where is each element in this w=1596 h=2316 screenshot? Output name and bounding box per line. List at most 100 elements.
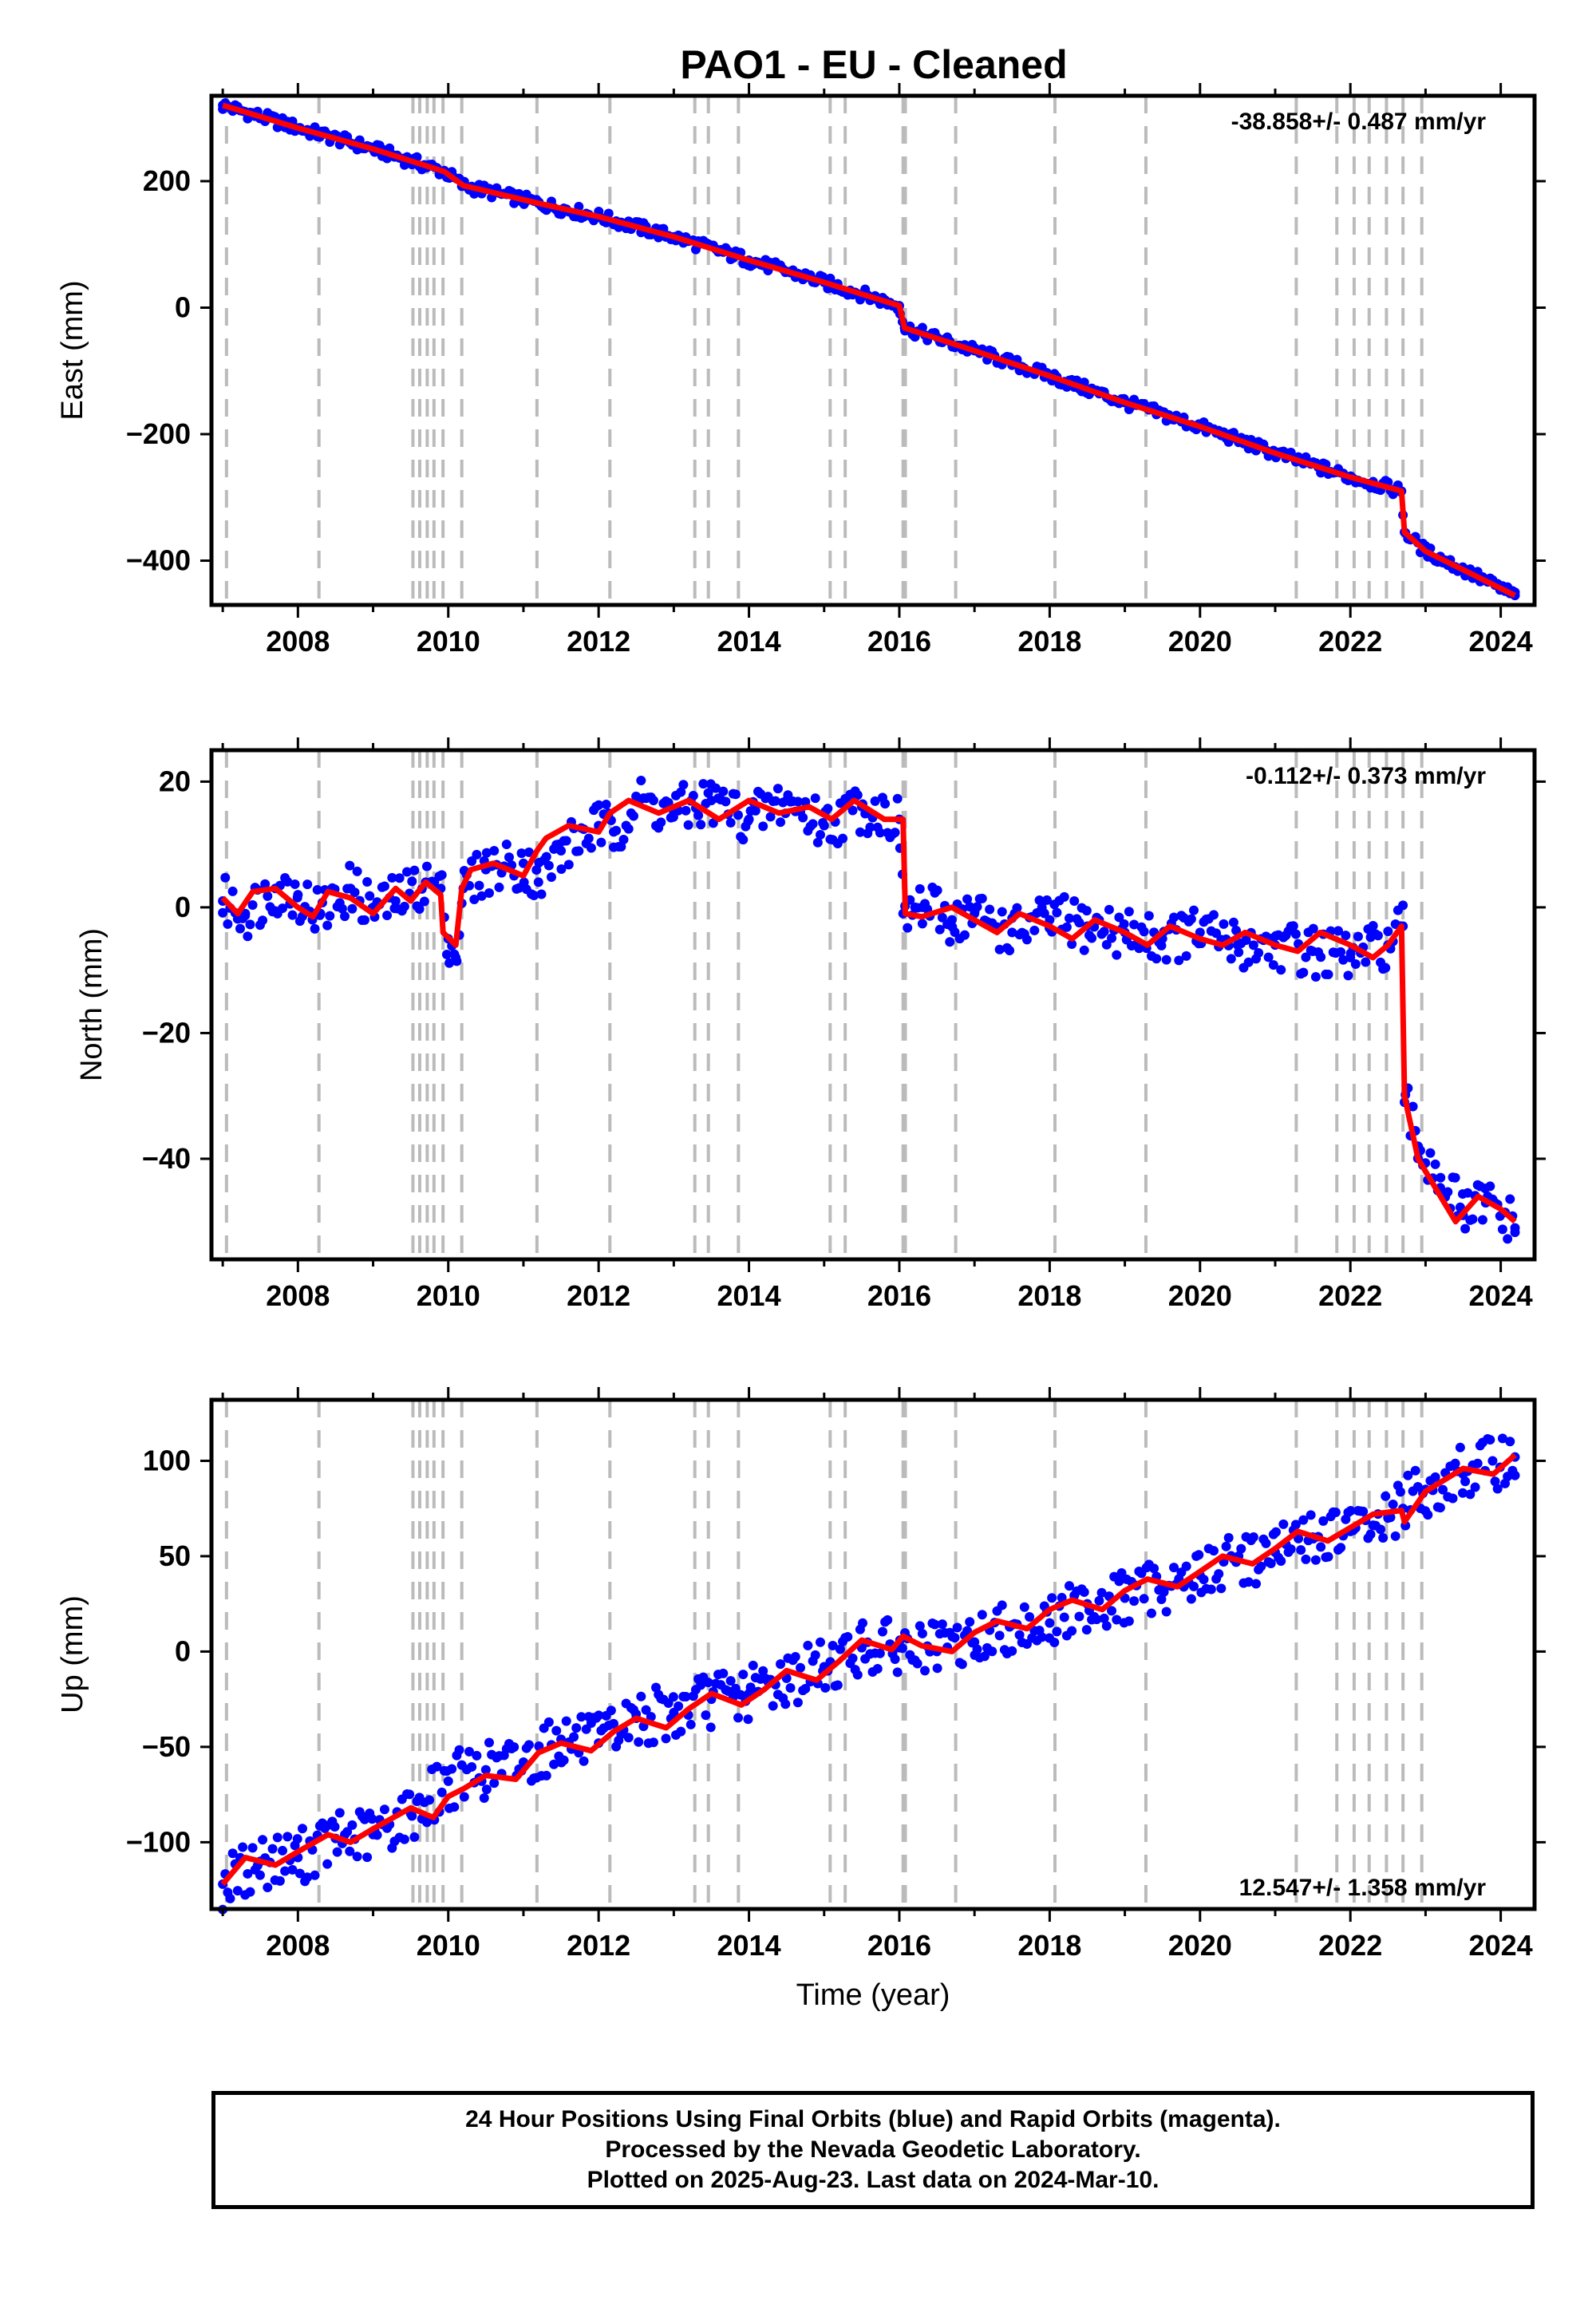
north-data-point [823,804,833,814]
north-data-point [917,919,927,929]
north-data-point [407,876,417,887]
north-data-point [467,856,477,867]
north-data-point [1254,948,1264,958]
up-data-point [1112,1614,1122,1625]
up-x-tick-label: 2014 [717,1929,781,1962]
up-data-point [917,1628,927,1638]
up-data-point [1278,1519,1289,1529]
north-data-point [340,911,350,922]
up-data-point [278,1845,288,1856]
east-axes: −400 −200 0 200 2008 2010 2012 2014 2016 2018 2020… [126,83,1546,658]
north-data-point [1144,911,1154,921]
north-data-point [698,779,709,789]
up-data-point [258,1835,268,1845]
up-data-point [792,1697,803,1708]
up-series [218,1433,1520,1915]
up-data-point [1064,1581,1074,1591]
up-data-point [796,1662,806,1673]
up-data-point [608,1718,618,1729]
north-data-point [865,822,875,832]
north-data-point [409,865,420,875]
up-data-point [820,1682,831,1693]
up-data-point [1470,1482,1480,1492]
north-data-point [772,784,783,794]
up-data-point [1298,1515,1309,1525]
north-data-point [543,860,554,871]
east-x-tick-label: 2022 [1318,625,1382,658]
up-data-point [1455,1442,1465,1452]
up-data-point [467,1761,477,1772]
up-data-point [247,1843,258,1853]
east-y-tick-label: −200 [126,417,191,450]
up-data-point [965,1617,975,1627]
north-data-point [1104,904,1114,915]
north-data-point [1029,925,1040,935]
north-data-point [347,903,358,914]
up-data-point [832,1680,843,1690]
north-data-point [1408,1101,1418,1112]
up-data-point [1149,1563,1159,1574]
up-data-point [1236,1543,1246,1554]
north-data-point [476,891,487,901]
north-data-point [1316,952,1326,962]
up-data-point [1430,1472,1440,1482]
up-x-tick-label: 2016 [867,1929,931,1962]
up-data-point [776,1659,786,1670]
up-data-point [405,1789,415,1800]
up-y-tick-label: −50 [142,1730,191,1763]
up-data-point [738,1670,749,1680]
north-data-point [623,824,634,834]
north-data-point [721,796,731,807]
north-data-point [1310,972,1321,982]
north-plot-frame [209,748,1537,1262]
up-data-point [803,1640,813,1650]
up-data-point [576,1712,587,1722]
up-data-point [1316,1542,1326,1552]
north-data-point [501,840,512,850]
north-data-point [489,845,500,856]
north-data-point [260,879,271,889]
up-data-point [1129,1596,1140,1607]
north-x-tick-label: 2016 [867,1279,931,1312]
up-data-point [950,1633,960,1643]
north-data-point [240,908,251,919]
north-data-point [937,912,947,923]
up-data-point [297,1824,307,1834]
up-data-point [623,1733,634,1743]
up-rate-label: 12.547+/- 1.358 mm/yr [1239,1875,1487,1901]
north-data-point [744,814,754,824]
north-data-point [1248,940,1258,951]
north-data-point [1007,927,1017,938]
north-data-point [594,800,604,810]
north-data-point [985,904,995,915]
up-data-point [334,1808,345,1818]
north-data-point [875,828,885,838]
north-data-point [750,805,760,816]
north-data-point [678,780,689,790]
up-data-point [1505,1437,1515,1447]
north-data-point [1463,1188,1473,1198]
up-data-point [1045,1618,1055,1628]
up-x-tick-label: 2022 [1318,1929,1382,1962]
north-data-point [481,848,492,858]
up-data-point [1365,1529,1376,1539]
up-data-point [1251,1579,1262,1589]
north-data-point [1443,1187,1453,1197]
up-data-point [232,1886,243,1896]
north-data-point [810,793,820,804]
up-data-point [705,1722,716,1733]
north-data-point [945,937,955,947]
up-data-point [1448,1493,1458,1504]
north-data-point [451,952,461,962]
north-data-point [1112,950,1122,960]
up-data-point [227,1848,238,1859]
up-y-tick-label: −100 [126,1825,191,1858]
north-data-point [1189,905,1199,915]
north-data-point [533,877,543,887]
up-data-point [443,1776,453,1786]
north-data-point [1081,906,1092,916]
east-series [218,98,1520,601]
up-data-point [815,1637,825,1647]
north-panel: −40 −20 0 20 2008 2010 2012 2014 2016 2018 2020 202… [75,737,1546,1312]
up-data-point [997,1600,1007,1611]
